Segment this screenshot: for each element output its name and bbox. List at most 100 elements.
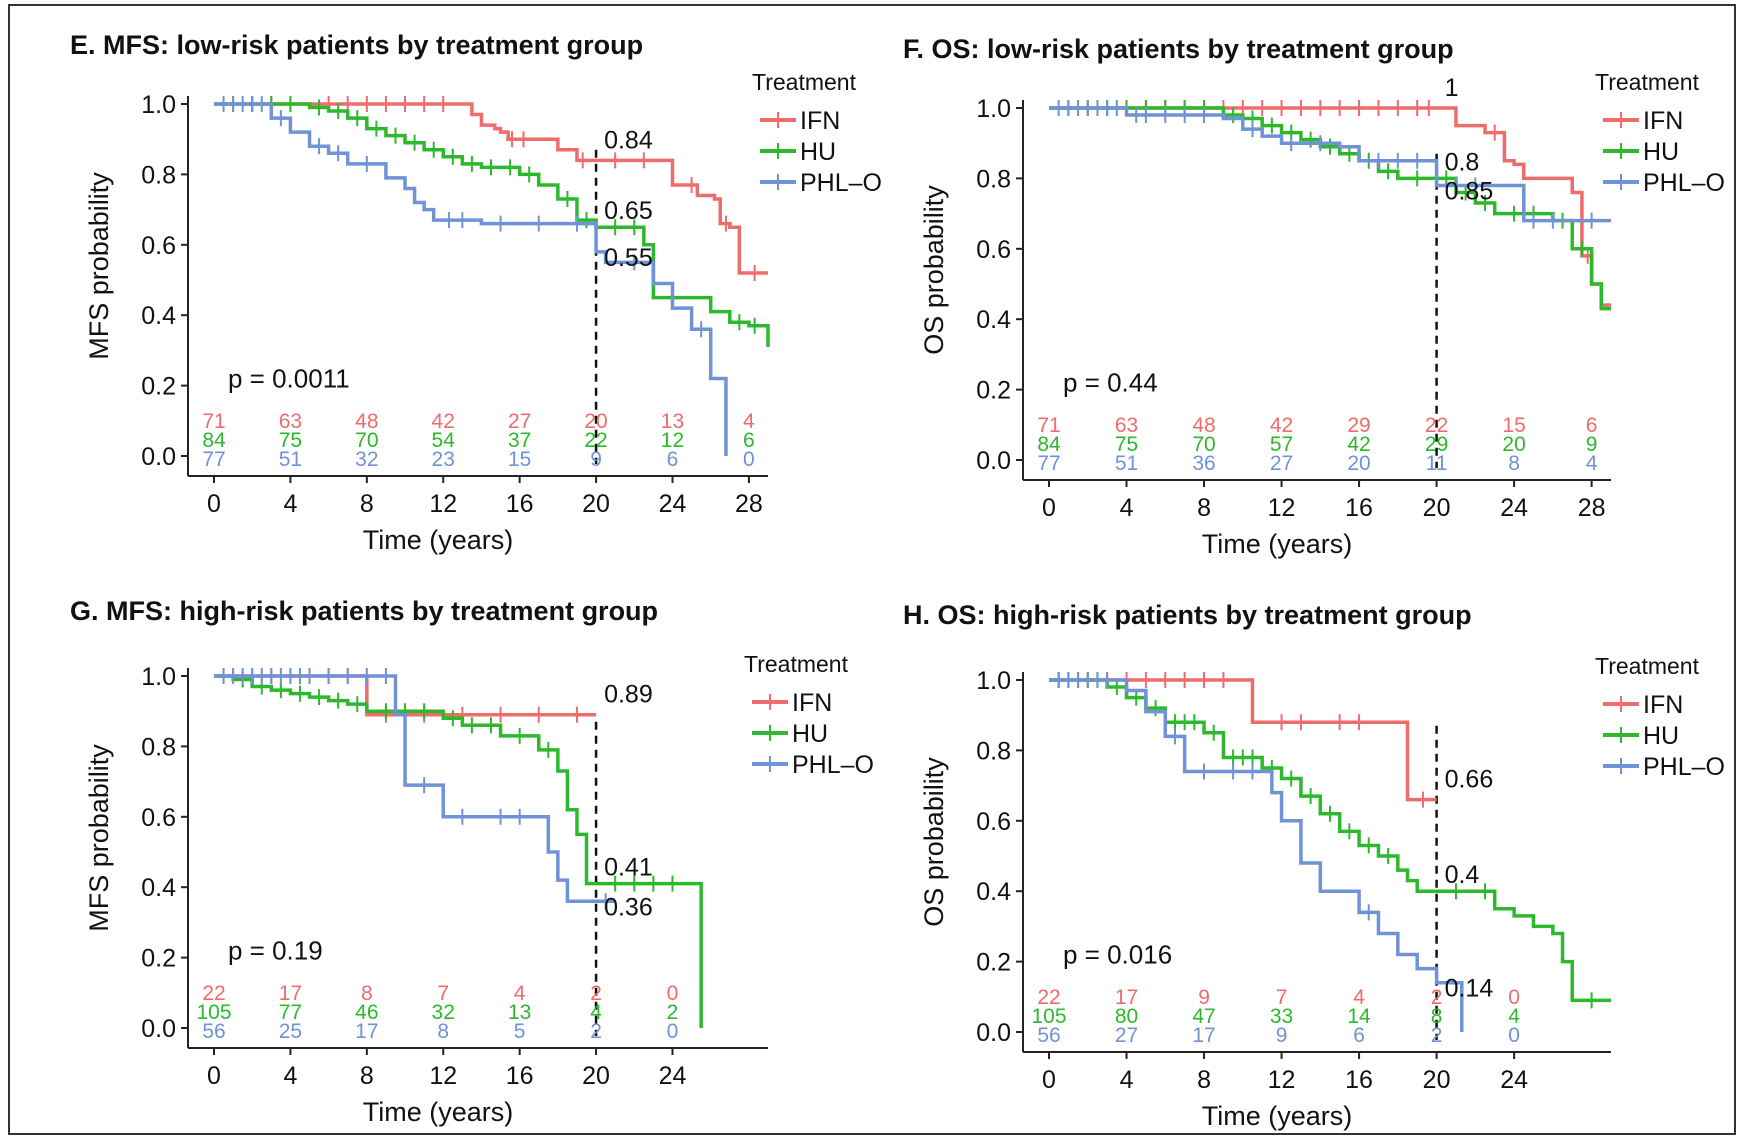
- panel-h-x-label: Time (years): [1202, 1101, 1353, 1131]
- panel-f-censor-hu: [1265, 117, 1278, 134]
- panel-e-censor-hu: [580, 212, 593, 229]
- panel-f-censor-phlo: [1159, 107, 1172, 124]
- panel-g-risk-ifn: 8: [361, 982, 373, 1005]
- panel-f-legend-title: Treatment: [1595, 69, 1700, 95]
- panel-h-censor-ifn: [1159, 672, 1172, 688]
- panel-g-x-tick-label: 8: [360, 1062, 374, 1090]
- panel-e-censor-ifn: [576, 152, 589, 169]
- panel-f-y-tick-label: 0.0: [976, 447, 1011, 475]
- panel-g-risk-hu: 77: [279, 1001, 302, 1024]
- panel-g-y-tick-label: 0.4: [141, 874, 176, 902]
- panel-f-risk-ifn: 63: [1115, 414, 1138, 437]
- panel-g-censor-phlo: [379, 668, 392, 684]
- panel-f-censor-hu: [1227, 107, 1240, 124]
- panel-f-censor-phlo: [1178, 107, 1191, 124]
- panel-f-y-tick-label: 0.8: [976, 165, 1011, 193]
- panel-g-censor-phlo: [360, 668, 373, 684]
- panel-h-risk-phlo: 56: [1037, 1024, 1060, 1047]
- panel-e-value-label-hu: 0.65: [604, 197, 653, 225]
- panel-g-censor-hu: [542, 741, 555, 758]
- panel-e-risk-hu: 6: [743, 429, 755, 452]
- panel-g-value-label-hu: 0.41: [604, 854, 653, 882]
- panel-e-censor-ifn: [637, 152, 650, 169]
- panel-e-censor-phlo: [360, 155, 373, 172]
- panel-e-x-tick-label: 8: [360, 490, 374, 518]
- panel-f-censor-phlo: [1314, 135, 1327, 152]
- panel-f-x-tick-label: 16: [1345, 494, 1373, 522]
- panel-h-censor-ifn: [1198, 672, 1211, 688]
- panel-f-x-tick-label: 24: [1500, 494, 1528, 522]
- panel-h-risk-ifn: 0: [1508, 986, 1520, 1009]
- panel-h-censor-hu: [1304, 788, 1317, 805]
- panel-e-risk-ifn: 63: [279, 410, 302, 433]
- panel-e-censor-ifn: [685, 176, 698, 193]
- panel-g-censor-hu: [379, 703, 392, 720]
- panel-e-x-tick-label: 20: [582, 490, 610, 518]
- panel-h-x-tick-label: 4: [1120, 1066, 1134, 1094]
- panel-h-risk-phlo: 17: [1192, 1024, 1215, 1047]
- panel-h-x-tick-label: 24: [1500, 1066, 1528, 1094]
- panel-e-legend-label: PHL–O: [800, 169, 882, 197]
- panel-e-value-label-phlo: 0.55: [604, 244, 653, 272]
- panel-e-censor-hu: [313, 99, 326, 116]
- panel-g-x-tick-label: 12: [429, 1062, 457, 1090]
- panel-g-risk-phlo: 56: [202, 1020, 225, 1043]
- panel-g-y-tick-label: 0.2: [141, 945, 176, 973]
- panel-h-censor-hu: [1479, 883, 1492, 900]
- panel-e-censor-phlo: [695, 321, 708, 338]
- panel-e-censor-hu: [485, 159, 497, 176]
- panel-g-risk-ifn: 4: [514, 982, 526, 1005]
- panel-e-censor-hu: [748, 317, 761, 334]
- panel-f-censor-ifn: [1488, 124, 1501, 141]
- panel-h-censor-phlo: [1246, 763, 1259, 780]
- panel-h-censor-ifn: [1333, 714, 1346, 731]
- panel-h-censor-ifn: [1294, 714, 1307, 731]
- panel-h-censor-phlo: [1101, 672, 1114, 688]
- panel-h-risk-ifn: 9: [1198, 986, 1210, 1009]
- panel-e: E. MFS: low-risk patients by treatment g…: [70, 30, 882, 555]
- panel-e-x-tick-label: 12: [429, 490, 457, 518]
- panel-g-y-label: MFS probability: [84, 744, 114, 932]
- panel-e-risk-hu: 84: [202, 429, 226, 452]
- panel-e-censor-phlo: [456, 212, 469, 229]
- panel-e-censor-ifn: [517, 131, 530, 148]
- panel-e-y-tick-label: 0.0: [141, 443, 176, 471]
- panel-h: H. OS: high-risk patients by treatment g…: [903, 600, 1725, 1131]
- panel-f-value-label-phlo: 0.85: [1445, 177, 1494, 205]
- panel-g-risk-ifn: 22: [202, 982, 225, 1005]
- panel-h-x-tick-label: 16: [1345, 1066, 1373, 1094]
- panel-h-curve-ifn: [1049, 678, 1437, 802]
- panel-g-y-tick-label: 0.0: [141, 1015, 176, 1043]
- panel-f-curve-ifn: [1049, 106, 1611, 307]
- panel-g-censor-hu: [647, 875, 660, 892]
- panel-h-y-tick-label: 0.6: [976, 808, 1011, 836]
- panel-f-censor-ifn: [1422, 100, 1435, 116]
- panel-e-y-label: MFS probability: [84, 172, 114, 360]
- panel-f-risk-ifn: 29: [1347, 414, 1370, 437]
- panel-e-curve-ifn: [214, 102, 768, 275]
- panel-e-risk-ifn: 71: [202, 410, 225, 433]
- panel-f-risk-hu: 9: [1586, 433, 1598, 456]
- panel-g-curve-hu: [214, 674, 703, 1028]
- panel-h-risk-hu: 14: [1347, 1005, 1371, 1028]
- panel-e-censor-phlo: [628, 254, 641, 271]
- panel-f-risk-phlo: 77: [1037, 452, 1060, 475]
- panel-h-x-tick-label: 8: [1197, 1066, 1211, 1094]
- panel-h-curve-phlo: [1049, 678, 1464, 1032]
- panel-e-censor-ifn: [719, 215, 732, 232]
- panel-e-risk-ifn: 20: [584, 410, 607, 433]
- panel-h-censor-hu: [1585, 992, 1598, 1009]
- panel-h-censor-hu: [1285, 770, 1298, 787]
- panel-h-risk-hu: 80: [1115, 1005, 1138, 1028]
- figure-frame: E. MFS: low-risk patients by treatment g…: [8, 4, 1736, 1135]
- panel-e-censor-ifn: [360, 96, 373, 112]
- panel-e-censor-hu: [408, 134, 421, 151]
- panel-e-risk-phlo: 9: [590, 448, 602, 471]
- panel-e-risk-hu: 54: [432, 429, 456, 452]
- panel-f-y-tick-label: 0.2: [976, 377, 1011, 405]
- panel-g-risk-ifn: 2: [590, 982, 602, 1005]
- panel-g-y-tick-label: 0.6: [141, 804, 176, 832]
- panel-f-y-label: OS probability: [919, 185, 949, 355]
- panel-e-censor-phlo: [442, 212, 455, 229]
- panel-h-censor-ifn: [1139, 672, 1152, 688]
